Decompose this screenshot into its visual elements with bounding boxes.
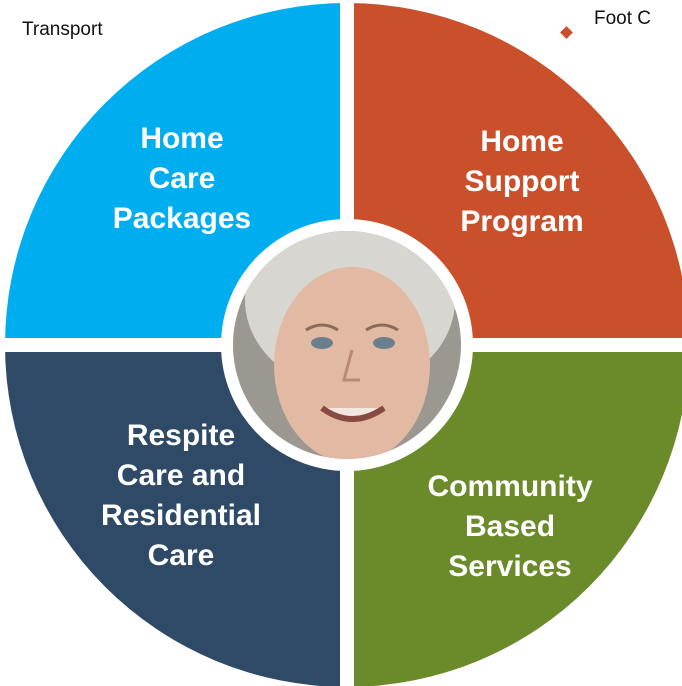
segment-label: Home: [480, 125, 563, 158]
bullet-diamond: [560, 26, 573, 39]
segment-label: Home: [140, 122, 223, 155]
background-photo: [570, 590, 682, 686]
segment-label: Program: [460, 205, 583, 238]
segment-label: Care and: [117, 459, 245, 492]
segment-label: Respite: [127, 419, 235, 452]
segment-label: Community: [428, 470, 593, 503]
segment-label: Care: [149, 162, 216, 195]
diagram: Transport Foot C Home Care Packages Home Sup…: [0, 0, 682, 686]
segment-label: Services: [448, 550, 571, 583]
segment-label: Residential: [101, 499, 261, 532]
segment-label: Support: [465, 165, 580, 198]
label-transport: Transport: [22, 19, 103, 40]
segment-label: Care: [148, 539, 215, 572]
segment-label: Based: [465, 510, 555, 543]
label-foot: Foot C: [594, 8, 651, 29]
segment-label: Packages: [113, 202, 251, 235]
